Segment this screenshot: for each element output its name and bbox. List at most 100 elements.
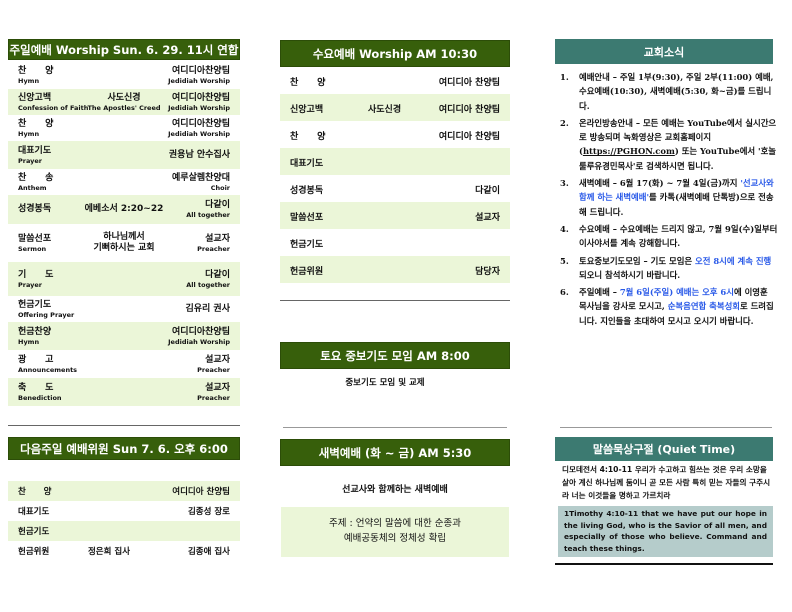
item-label-english: Announcements xyxy=(18,365,78,374)
dawn-theme-line2: 예배공동체의 정체성 확립 xyxy=(343,533,447,544)
news-item-text: 토요중보기도모임 – 기도 모임은 xyxy=(579,255,696,266)
item-leader: 김종애 집사 xyxy=(187,547,230,557)
item-label: 찬 송 Anthem xyxy=(18,173,53,192)
item-label-korean: 헌금기도 xyxy=(18,299,52,310)
item-detail-sub: The Apostles' Creed xyxy=(87,103,161,112)
item-leader: 여디디아 찬양팀 xyxy=(438,78,500,88)
divider xyxy=(555,563,773,565)
news-item-text: 로 드려집니다. 지인들을 초대하여 모시고 오시기 바랍니다. xyxy=(579,301,774,326)
item-label-english: Confession of Faith xyxy=(18,103,89,112)
item-label-korean: 축 도 xyxy=(18,382,54,393)
item-leader: 다같이 All together xyxy=(186,200,230,219)
item-leader: 설교자 Preacher xyxy=(197,383,230,402)
item-label: 헌금기도 Offering Prayer xyxy=(18,300,74,319)
table-row: 헌금위원 정은희 집사 김종애 집사 xyxy=(8,541,240,561)
item-leader-korean: 설교자 xyxy=(205,382,230,393)
item-leader: 여디디아찬양팀 Jedidiah Worship xyxy=(168,66,230,85)
divider xyxy=(283,427,507,428)
news-item-text: 예배안내 – 주일 1부(9:30), 주일 2부(11:00) 예배, 수요예… xyxy=(579,72,774,111)
item-label: 성경봉독 xyxy=(290,186,324,196)
item-leader-english: Jedidiah Worship xyxy=(168,129,230,138)
table-row: 헌금위원 담당자 xyxy=(280,256,510,283)
news-item-text: 를 카톡(새벽예배 단톡방)으로 전송해 드립니다. xyxy=(579,192,774,217)
item-leader: 예루살렘찬양대 Choir xyxy=(172,173,230,192)
news-item-number: 4. xyxy=(560,223,569,234)
table-row: 헌금기도 xyxy=(8,521,240,541)
quiet-time-korean: 디모데전서 4:10-11 우리가 수고하고 힘쓰는 것은 우리 소망을 살아 … xyxy=(562,465,771,500)
item-label-english: Hymn xyxy=(18,77,40,85)
item-leader: 여디디아찬양팀 Jedidiah Worship xyxy=(168,93,230,112)
table-row: 신앙고백 사도신경 여디디아 찬양팀 xyxy=(280,94,510,121)
table-row: 광 고 Announcements 설교자 Preacher xyxy=(8,350,240,378)
item-leader: 여디디아 찬양팀 xyxy=(172,487,230,497)
news-item-text: 주일예배 – xyxy=(579,287,620,298)
item-detail: 에베소서 2:20~22 xyxy=(8,204,240,215)
church-news-header: 교회소식 xyxy=(555,39,773,64)
item-leader: 설교자 Preacher xyxy=(197,355,230,374)
item-leader: 담당자 xyxy=(475,267,500,277)
item-label-korean: 기 도 xyxy=(18,269,54,280)
item-label: 헌금기도 xyxy=(290,240,324,250)
item-leader-english: Preacher xyxy=(197,244,230,253)
news-item-text: ) 또는 YouTube에서 '호놀룰루유경민목사'로 검색하시면 됩니다. xyxy=(579,146,776,171)
church-news-list: 1. 예배안내 – 주일 1부(9:30), 주일 2부(11:00) 예배, 수… xyxy=(560,70,778,331)
item-label: 헌금기도 xyxy=(18,527,50,537)
news-item-text: 에 이영훈 목사님을 강사로 모시고, xyxy=(579,287,768,312)
item-leader-korean: 설교자 xyxy=(205,354,230,365)
item-label: 헌금위원 xyxy=(290,267,324,277)
news-item: 6. 주일예배 – 7월 6일(주일) 예배는 오후 6시에 이영훈 목사님을 강… xyxy=(560,285,778,328)
next-week-header: 다음주일 예배위원 Sun 7. 6. 오후 6:00 xyxy=(8,437,240,460)
item-leader: 다같이 xyxy=(475,186,500,196)
item-label: 찬 양 Hymn xyxy=(18,119,53,138)
homepage-link[interactable]: https://PGHON.com xyxy=(582,146,675,157)
item-label-korean: 찬 송 xyxy=(18,172,54,183)
table-row: 찬 양 여디디아 찬양팀 xyxy=(280,121,510,148)
table-row: 말씀선포 Sermon 하나님께서 기뻐하시는 교회 설교자 Preacher xyxy=(8,224,240,262)
news-item: 1. 예배안내 – 주일 1부(9:30), 주일 2부(11:00) 예배, 수… xyxy=(560,70,778,113)
item-label: 성경봉독 xyxy=(18,204,51,215)
news-item-text: 새벽예배 – 6월 17(화) ~ 7월 4일(금)까지 xyxy=(579,178,741,189)
dawn-theme-box: 주제 : 언약의 말씀에 대한 순종과 예배공동체의 정체성 확립 xyxy=(281,507,509,557)
sunday-worship-header: 주일예배 Worship Sun. 6. 29. 11시 연합 xyxy=(8,39,240,60)
item-label-korean: 성경봉독 xyxy=(18,204,52,214)
item-leader-korean: 다같이 xyxy=(205,269,230,280)
item-label: 헌금위원 xyxy=(18,547,50,557)
table-row: 헌금기도 Offering Prayer 김유리 권사 xyxy=(8,296,240,322)
news-item-text: '선교사와 함께 하는 새벽예배' xyxy=(579,178,774,203)
news-item: 5. 토요중보기도모임 – 기도 모임은 오전 8시에 계속 진행되오니 참석하시… xyxy=(560,254,778,283)
item-label: 찬 양 xyxy=(290,78,326,88)
news-item-number: 6. xyxy=(560,287,569,298)
item-label-english: Benediction xyxy=(18,393,62,402)
item-leader: 다같이 All together xyxy=(186,270,230,289)
item-leader-korean: 여디디아찬양팀 xyxy=(172,66,230,76)
item-leader: 여디디아찬양팀 Jedidiah Worship xyxy=(168,327,230,346)
item-leader-english: Preacher xyxy=(197,393,230,402)
item-label: 말씀선포 Sermon xyxy=(18,234,51,253)
item-label: 대표기도 xyxy=(290,159,324,169)
item-leader: 김유리 권사 xyxy=(185,304,230,315)
item-leader-english: Jedidiah Worship xyxy=(168,337,230,346)
item-label: 신앙고백 Confession of Faith xyxy=(18,93,88,112)
table-row: 찬 송 Anthem 예루살렘찬양대 Choir xyxy=(8,169,240,195)
item-leader-korean: 여디디아찬양팀 xyxy=(172,118,230,129)
news-item-text: 수요예배 – 수요예배는 드리지 않고, 7월 9일(수)일부터 이사야서를 계… xyxy=(579,223,778,249)
item-label: 찬 양 xyxy=(290,132,326,142)
divider xyxy=(280,300,510,301)
table-row: 찬 양 Hymn 여디디아찬양팀 Jedidiah Worship xyxy=(8,62,240,89)
item-label-korean: 말씀선포 xyxy=(18,233,52,244)
item-detail: 사도신경 The Apostles' Creed xyxy=(8,93,240,112)
item-label-korean: 헌금찬양 xyxy=(18,326,52,337)
item-label: 기 도 Prayer xyxy=(18,270,53,289)
item-label: 말씀선포 xyxy=(290,213,324,223)
item-leader-korean: 다같이 xyxy=(205,200,230,210)
news-item: 4. 수요예배 – 수요예배는 드리지 않고, 7월 9일(수)일부터 이사야서를… xyxy=(560,222,778,251)
item-leader: 설교자 Preacher xyxy=(197,234,230,253)
quiet-time-header: 말씀묵상구절 (Quiet Time) xyxy=(555,437,773,461)
item-label: 대표기도 xyxy=(18,507,50,517)
item-leader-korean: 설교자 xyxy=(205,233,230,244)
table-row: 말씀선포 설교자 xyxy=(280,202,510,229)
item-detail-sub: 기뻐하시는 교회 xyxy=(93,243,155,253)
item-label: 찬 양 xyxy=(18,487,52,497)
item-detail: 정은희 집사 xyxy=(87,547,131,557)
item-label-english: Prayer xyxy=(18,280,43,289)
